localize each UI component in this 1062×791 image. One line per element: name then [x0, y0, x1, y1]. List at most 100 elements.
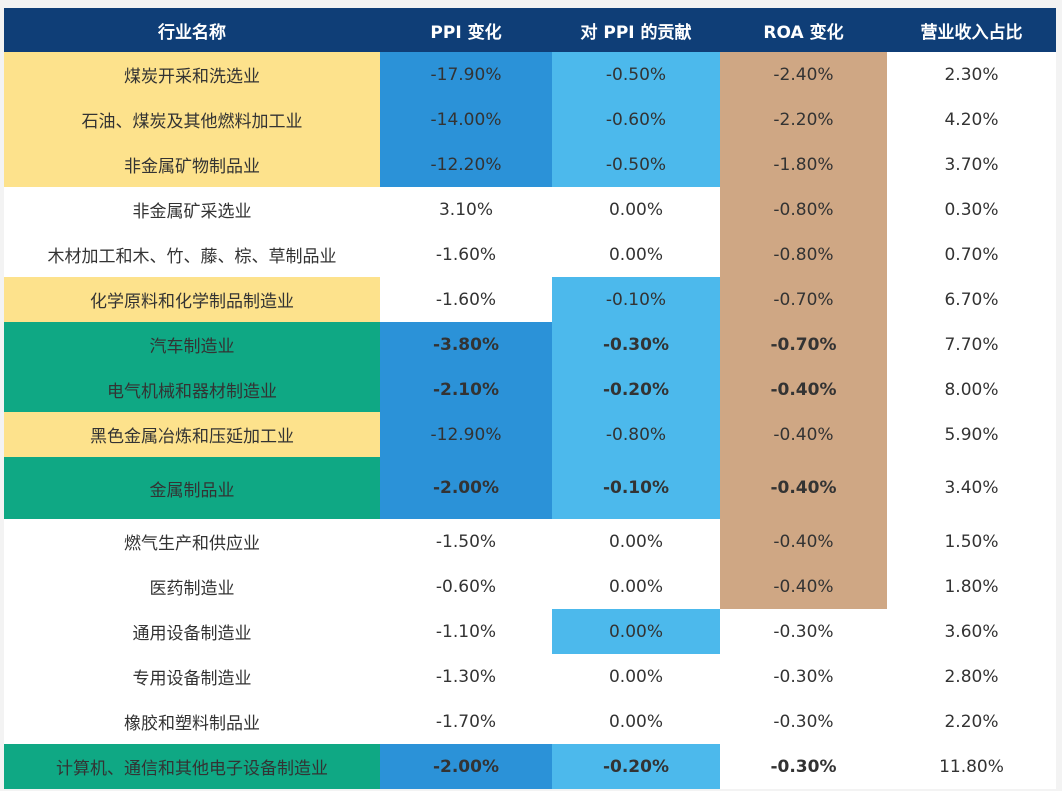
cell-revenue-share: 2.30% — [887, 52, 1056, 97]
cell-revenue-share: 0.30% — [887, 187, 1056, 232]
cell-ppi-contribution: -0.60% — [552, 97, 720, 142]
cell-roa-change: -0.40% — [720, 564, 887, 609]
cell-roa-change: -0.30% — [720, 699, 887, 744]
cell-revenue-share: 6.70% — [887, 277, 1056, 322]
cell-roa-change: -2.20% — [720, 97, 887, 142]
cell-industry-name: 医药制造业 — [4, 564, 380, 609]
cell-revenue-share: 7.70% — [887, 322, 1056, 367]
cell-industry-name: 燃气生产和供应业 — [4, 519, 380, 564]
cell-roa-change: -0.40% — [720, 457, 887, 519]
cell-roa-change: -2.40% — [720, 52, 887, 97]
cell-ppi-contribution: 0.00% — [552, 699, 720, 744]
cell-ppi-change: -0.60% — [380, 564, 552, 609]
cell-revenue-share: 1.80% — [887, 564, 1056, 609]
cell-industry-name: 黑色金属冶炼和压延加工业 — [4, 412, 380, 457]
table-row: 非金属矿采选业 3.10% 0.00% -0.80% 0.30% — [4, 187, 1056, 232]
cell-roa-change: -0.80% — [720, 187, 887, 232]
cell-ppi-contribution: -0.30% — [552, 322, 720, 367]
header-revenue-share: 营业收入占比 — [887, 8, 1056, 52]
cell-industry-name: 金属制品业 — [4, 457, 380, 519]
cell-industry-name: 橡胶和塑料制品业 — [4, 699, 380, 744]
cell-ppi-contribution: -0.80% — [552, 412, 720, 457]
table-row: 石油、煤炭及其他燃料加工业 -14.00% -0.60% -2.20% 4.20… — [4, 97, 1056, 142]
cell-ppi-change: -2.00% — [380, 744, 552, 789]
header-ppi-change: PPI 变化 — [380, 8, 552, 52]
table-row: 木材加工和木、竹、藤、棕、草制品业 -1.60% 0.00% -0.80% 0.… — [4, 232, 1056, 277]
industry-table: 行业名称 PPI 变化 对 PPI 的贡献 ROA 变化 营业收入占比 煤炭开采… — [4, 8, 1056, 789]
table-row: 金属制品业 -2.00% -0.10% -0.40% 3.40% — [4, 457, 1056, 519]
cell-ppi-change: -1.60% — [380, 232, 552, 277]
cell-ppi-change: -12.90% — [380, 412, 552, 457]
cell-revenue-share: 2.20% — [887, 699, 1056, 744]
cell-industry-name: 煤炭开采和洗选业 — [4, 52, 380, 97]
cell-roa-change: -0.30% — [720, 744, 887, 789]
cell-revenue-share: 3.70% — [887, 142, 1056, 187]
cell-ppi-change: -14.00% — [380, 97, 552, 142]
cell-roa-change: -0.40% — [720, 519, 887, 564]
table-header-row: 行业名称 PPI 变化 对 PPI 的贡献 ROA 变化 营业收入占比 — [4, 8, 1056, 52]
cell-industry-name: 非金属矿采选业 — [4, 187, 380, 232]
cell-revenue-share: 4.20% — [887, 97, 1056, 142]
cell-revenue-share: 3.60% — [887, 609, 1056, 654]
cell-ppi-contribution: -0.20% — [552, 367, 720, 412]
cell-ppi-change: -2.00% — [380, 457, 552, 519]
table-row: 通用设备制造业 -1.10% 0.00% -0.30% 3.60% — [4, 609, 1056, 654]
table-row: 黑色金属冶炼和压延加工业 -12.90% -0.80% -0.40% 5.90% — [4, 412, 1056, 457]
table-row: 燃气生产和供应业 -1.50% 0.00% -0.40% 1.50% — [4, 519, 1056, 564]
cell-ppi-contribution: 0.00% — [552, 654, 720, 699]
cell-ppi-change: -1.70% — [380, 699, 552, 744]
table-row: 医药制造业 -0.60% 0.00% -0.40% 1.80% — [4, 564, 1056, 609]
cell-ppi-contribution: -0.50% — [552, 52, 720, 97]
cell-roa-change: -0.70% — [720, 277, 887, 322]
cell-industry-name: 石油、煤炭及其他燃料加工业 — [4, 97, 380, 142]
cell-industry-name: 汽车制造业 — [4, 322, 380, 367]
cell-revenue-share: 3.40% — [887, 457, 1056, 519]
cell-industry-name: 通用设备制造业 — [4, 609, 380, 654]
cell-industry-name: 木材加工和木、竹、藤、棕、草制品业 — [4, 232, 380, 277]
cell-revenue-share: 5.90% — [887, 412, 1056, 457]
cell-roa-change: -0.80% — [720, 232, 887, 277]
cell-industry-name: 非金属矿物制品业 — [4, 142, 380, 187]
cell-ppi-contribution: 0.00% — [552, 609, 720, 654]
table-row: 化学原料和化学制品制造业 -1.60% -0.10% -0.70% 6.70% — [4, 277, 1056, 322]
table-row: 电气机械和器材制造业 -2.10% -0.20% -0.40% 8.00% — [4, 367, 1056, 412]
cell-roa-change: -1.80% — [720, 142, 887, 187]
table-row: 计算机、通信和其他电子设备制造业 -2.00% -0.20% -0.30% 11… — [4, 744, 1056, 789]
cell-roa-change: -0.30% — [720, 609, 887, 654]
header-roa-change: ROA 变化 — [720, 8, 887, 52]
cell-ppi-change: 3.10% — [380, 187, 552, 232]
header-ppi-contribution: 对 PPI 的贡献 — [552, 8, 720, 52]
cell-ppi-contribution: -0.50% — [552, 142, 720, 187]
cell-ppi-contribution: -0.20% — [552, 744, 720, 789]
table-row: 专用设备制造业 -1.30% 0.00% -0.30% 2.80% — [4, 654, 1056, 699]
cell-revenue-share: 8.00% — [887, 367, 1056, 412]
cell-industry-name: 计算机、通信和其他电子设备制造业 — [4, 744, 380, 789]
cell-industry-name: 电气机械和器材制造业 — [4, 367, 380, 412]
cell-roa-change: -0.40% — [720, 412, 887, 457]
cell-ppi-change: -17.90% — [380, 52, 552, 97]
cell-revenue-share: 11.80% — [887, 744, 1056, 789]
cell-ppi-contribution: 0.00% — [552, 564, 720, 609]
table-row: 橡胶和塑料制品业 -1.70% 0.00% -0.30% 2.20% — [4, 699, 1056, 744]
cell-ppi-change: -1.10% — [380, 609, 552, 654]
cell-ppi-change: -3.80% — [380, 322, 552, 367]
cell-industry-name: 专用设备制造业 — [4, 654, 380, 699]
cell-ppi-change: -1.50% — [380, 519, 552, 564]
cell-roa-change: -0.30% — [720, 654, 887, 699]
cell-roa-change: -0.70% — [720, 322, 887, 367]
cell-ppi-change: -2.10% — [380, 367, 552, 412]
cell-revenue-share: 2.80% — [887, 654, 1056, 699]
table-row: 非金属矿物制品业 -12.20% -0.50% -1.80% 3.70% — [4, 142, 1056, 187]
cell-ppi-contribution: 0.00% — [552, 232, 720, 277]
cell-ppi-change: -12.20% — [380, 142, 552, 187]
cell-ppi-change: -1.30% — [380, 654, 552, 699]
cell-ppi-contribution: 0.00% — [552, 519, 720, 564]
cell-ppi-contribution: -0.10% — [552, 457, 720, 519]
header-industry-name: 行业名称 — [4, 8, 380, 52]
cell-industry-name: 化学原料和化学制品制造业 — [4, 277, 380, 322]
cell-revenue-share: 0.70% — [887, 232, 1056, 277]
cell-ppi-contribution: -0.10% — [552, 277, 720, 322]
cell-ppi-change: -1.60% — [380, 277, 552, 322]
cell-ppi-contribution: 0.00% — [552, 187, 720, 232]
